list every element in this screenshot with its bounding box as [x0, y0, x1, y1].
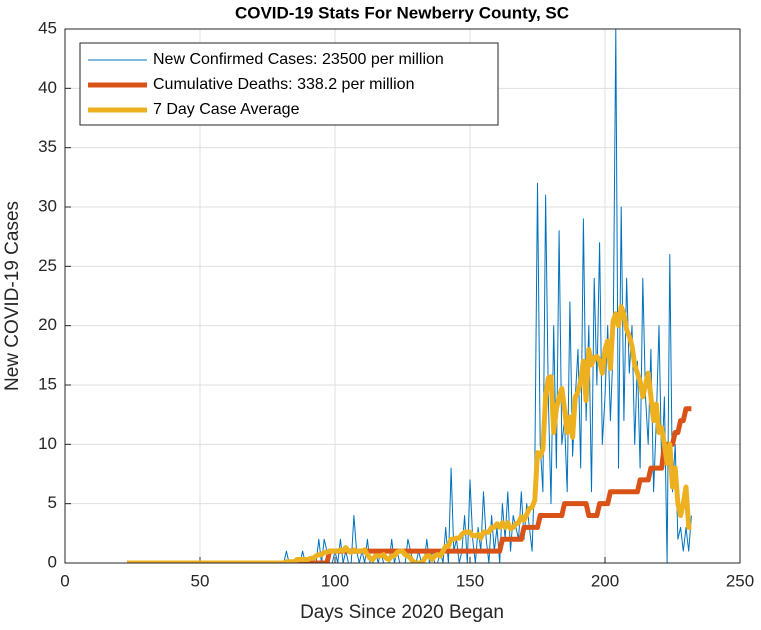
y-tick-label: 30 — [38, 196, 57, 215]
chart-title: COVID-19 Stats For Newberry County, SC — [235, 3, 569, 22]
series-line — [127, 406, 692, 563]
y-tick-label: 45 — [38, 18, 57, 37]
series-line — [127, 304, 692, 563]
x-tick-label: 50 — [191, 571, 210, 590]
x-axis-label: Days Since 2020 Began — [300, 602, 504, 623]
y-axis-label: New COVID-19 Cases — [2, 201, 23, 391]
y-tick-label: 15 — [38, 374, 57, 393]
legend-box — [79, 42, 499, 126]
x-tick-label: 150 — [456, 571, 484, 590]
legend-label: 7 Day Case Average — [153, 101, 300, 118]
y-tick-label: 40 — [38, 78, 57, 97]
legend-label: New Confirmed Cases: 23500 per million — [153, 51, 444, 68]
legend-label: Cumulative Deaths: 338.2 per million — [153, 76, 414, 93]
y-tick-label: 5 — [48, 493, 57, 512]
axes-box — [64, 28, 741, 564]
y-tick-label: 0 — [48, 552, 57, 571]
legend: New Confirmed Cases: 23500 per million Cu… — [79, 42, 499, 126]
y-tick-label: 20 — [38, 315, 57, 334]
x-tick-label: 200 — [591, 571, 619, 590]
y-tick-label: 25 — [38, 256, 57, 275]
x-tick-label: 250 — [726, 571, 754, 590]
x-tick-label: 0 — [60, 571, 69, 590]
y-tick-label: 10 — [38, 434, 57, 453]
x-tick-label: 100 — [321, 571, 349, 590]
y-tick-label: 35 — [38, 137, 57, 156]
